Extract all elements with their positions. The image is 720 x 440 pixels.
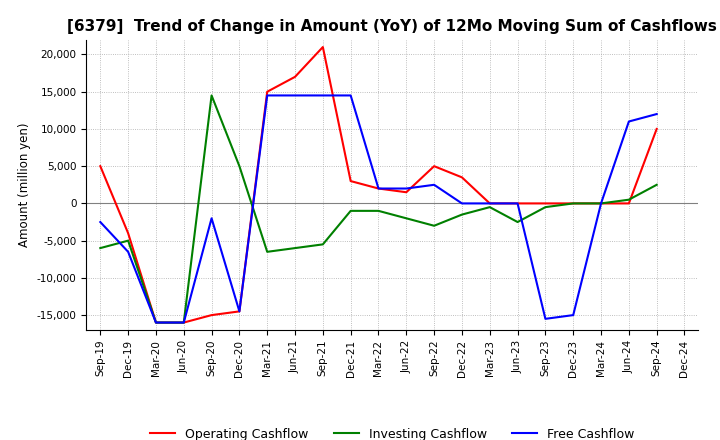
Operating Cashflow	[152, 320, 161, 325]
Investing Cashflow	[124, 238, 132, 243]
Investing Cashflow	[597, 201, 606, 206]
Title: [6379]  Trend of Change in Amount (YoY) of 12Mo Moving Sum of Cashflows: [6379] Trend of Change in Amount (YoY) o…	[68, 19, 717, 34]
Investing Cashflow	[96, 246, 104, 251]
Investing Cashflow	[569, 201, 577, 206]
Operating Cashflow	[597, 201, 606, 206]
Investing Cashflow	[207, 93, 216, 98]
Free Cashflow	[541, 316, 550, 322]
Investing Cashflow	[346, 208, 355, 213]
Line: Investing Cashflow: Investing Cashflow	[100, 95, 657, 323]
Operating Cashflow	[485, 201, 494, 206]
Free Cashflow	[402, 186, 410, 191]
Free Cashflow	[569, 312, 577, 318]
Investing Cashflow	[541, 205, 550, 210]
Investing Cashflow	[513, 220, 522, 225]
Free Cashflow	[597, 201, 606, 206]
Operating Cashflow	[263, 89, 271, 94]
Free Cashflow	[430, 182, 438, 187]
Investing Cashflow	[652, 182, 661, 187]
Free Cashflow	[652, 111, 661, 117]
Operating Cashflow	[624, 201, 633, 206]
Operating Cashflow	[430, 164, 438, 169]
Free Cashflow	[207, 216, 216, 221]
Legend: Operating Cashflow, Investing Cashflow, Free Cashflow: Operating Cashflow, Investing Cashflow, …	[145, 423, 639, 440]
Free Cashflow	[124, 249, 132, 254]
Operating Cashflow	[124, 231, 132, 236]
Investing Cashflow	[624, 197, 633, 202]
Investing Cashflow	[485, 205, 494, 210]
Free Cashflow	[346, 93, 355, 98]
Operating Cashflow	[346, 179, 355, 184]
Investing Cashflow	[458, 212, 467, 217]
Line: Operating Cashflow: Operating Cashflow	[100, 47, 657, 323]
Investing Cashflow	[152, 320, 161, 325]
Free Cashflow	[624, 119, 633, 124]
Investing Cashflow	[235, 164, 243, 169]
Operating Cashflow	[291, 74, 300, 80]
Operating Cashflow	[652, 126, 661, 132]
Free Cashflow	[513, 201, 522, 206]
Free Cashflow	[318, 93, 327, 98]
Operating Cashflow	[235, 309, 243, 314]
Free Cashflow	[291, 93, 300, 98]
Investing Cashflow	[402, 216, 410, 221]
Free Cashflow	[263, 93, 271, 98]
Operating Cashflow	[318, 44, 327, 50]
Y-axis label: Amount (million yen): Amount (million yen)	[18, 123, 31, 247]
Free Cashflow	[374, 186, 383, 191]
Operating Cashflow	[96, 164, 104, 169]
Free Cashflow	[235, 309, 243, 314]
Free Cashflow	[179, 320, 188, 325]
Operating Cashflow	[458, 175, 467, 180]
Investing Cashflow	[374, 208, 383, 213]
Free Cashflow	[485, 201, 494, 206]
Operating Cashflow	[569, 201, 577, 206]
Free Cashflow	[96, 220, 104, 225]
Line: Free Cashflow: Free Cashflow	[100, 95, 657, 323]
Operating Cashflow	[402, 190, 410, 195]
Operating Cashflow	[513, 201, 522, 206]
Operating Cashflow	[374, 186, 383, 191]
Investing Cashflow	[291, 246, 300, 251]
Operating Cashflow	[207, 312, 216, 318]
Investing Cashflow	[318, 242, 327, 247]
Operating Cashflow	[541, 201, 550, 206]
Free Cashflow	[152, 320, 161, 325]
Investing Cashflow	[430, 223, 438, 228]
Investing Cashflow	[179, 320, 188, 325]
Investing Cashflow	[263, 249, 271, 254]
Operating Cashflow	[179, 320, 188, 325]
Free Cashflow	[458, 201, 467, 206]
